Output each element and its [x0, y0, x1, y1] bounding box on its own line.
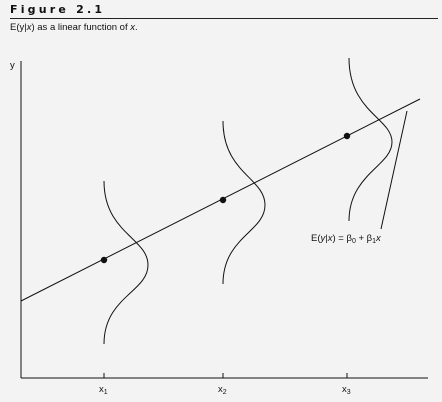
density-curve-1	[103, 180, 149, 345]
figure-caption: E(y|x) as a linear function of x.	[10, 21, 438, 34]
mean-point-2	[219, 196, 227, 204]
caption-part-3: ) as a linear function of	[31, 22, 131, 33]
mean-point-1	[100, 256, 108, 264]
equation-pointer	[380, 110, 408, 230]
regression-equation-label: E(y|x) = β0 + β1x	[311, 233, 382, 245]
x-tick-label-1: x1	[99, 384, 108, 396]
y-axis-label: y	[10, 60, 15, 71]
figure-header: Figure 2.1 E(y|x) as a linear function o…	[10, 3, 438, 34]
x-tick-label-3: x3	[342, 384, 351, 396]
caption-part-4: x	[130, 22, 135, 33]
x-tick-label-2: x2	[218, 384, 227, 396]
caption-part-1: E(y|	[10, 22, 27, 33]
density-curve-2	[222, 120, 266, 285]
mean-point-3	[343, 132, 351, 140]
density-curve-3	[348, 57, 393, 222]
caption-part-2: x	[26, 22, 32, 33]
figure-label: Figure 2.1	[10, 3, 438, 19]
caption-part-5: .	[134, 22, 138, 33]
